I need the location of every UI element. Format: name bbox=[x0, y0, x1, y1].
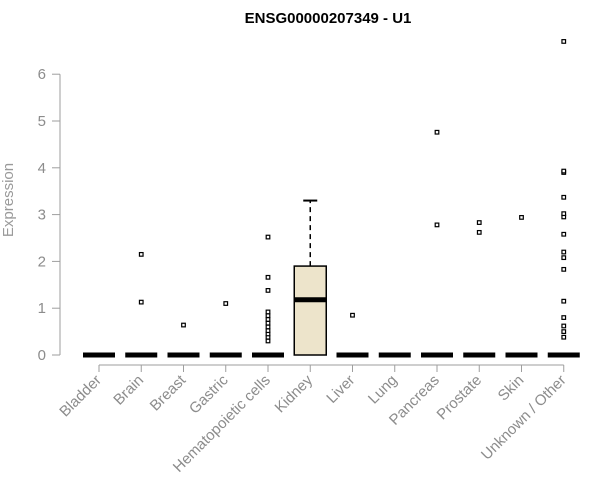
box-unknown-other bbox=[547, 39, 580, 358]
box-body bbox=[293, 265, 327, 356]
outlier-point bbox=[561, 315, 567, 320]
outlier-point bbox=[265, 288, 271, 293]
outlier-point bbox=[561, 323, 567, 329]
outlier-point bbox=[561, 255, 567, 261]
box-kidney bbox=[293, 199, 327, 356]
outlier-point bbox=[434, 222, 440, 228]
box-liver bbox=[336, 312, 369, 358]
y-tick-label: 1 bbox=[38, 300, 46, 317]
chart-title: ENSG00000207349 - U1 bbox=[245, 10, 412, 27]
y-tick-label: 5 bbox=[38, 113, 46, 130]
box-brain bbox=[125, 251, 158, 358]
outlier-point bbox=[476, 220, 482, 225]
box-gastric bbox=[209, 301, 242, 358]
outlier-point bbox=[181, 322, 186, 328]
y-tick-label: 6 bbox=[38, 66, 46, 83]
y-tick-label: 4 bbox=[38, 160, 46, 177]
y-axis-label: Expression bbox=[0, 163, 17, 237]
outlier-point bbox=[561, 168, 567, 174]
outlier-point bbox=[561, 334, 567, 340]
outlier-point bbox=[265, 274, 271, 280]
box-pancreas bbox=[421, 129, 453, 358]
outlier-point bbox=[265, 313, 271, 319]
x-tick-label: Prostate bbox=[434, 372, 486, 424]
y-tick-label: 2 bbox=[38, 253, 46, 270]
x-tick-label: Liver bbox=[323, 372, 358, 407]
outlier-point bbox=[265, 324, 271, 330]
outlier-point bbox=[265, 328, 271, 334]
box-hematopoietic-cells bbox=[252, 234, 284, 358]
outlier-point bbox=[561, 266, 567, 272]
outlier-point bbox=[265, 309, 271, 315]
boxes-layer bbox=[83, 39, 580, 358]
outlier-point bbox=[265, 338, 271, 344]
outlier-point bbox=[561, 194, 567, 200]
x-tick-label: Lung bbox=[365, 372, 401, 408]
x-tick-label: Breast bbox=[147, 371, 190, 414]
outlier-point bbox=[223, 301, 229, 306]
y-tick-label: 0 bbox=[38, 347, 46, 364]
x-tick-label: Bladder bbox=[56, 372, 105, 421]
outlier-point bbox=[561, 39, 567, 44]
outlier-point bbox=[138, 251, 144, 257]
y-axis: 0 1 2 3 4 5 6 bbox=[38, 66, 61, 364]
outlier-point bbox=[138, 299, 144, 305]
outlier-point bbox=[476, 229, 482, 235]
outlier-point bbox=[561, 329, 567, 334]
x-tick-label: Brain bbox=[110, 372, 147, 409]
x-tick-label: Skin bbox=[495, 372, 528, 405]
box-breast bbox=[167, 322, 200, 358]
outlier-point bbox=[350, 312, 355, 318]
outlier-point bbox=[265, 317, 271, 322]
outlier-point bbox=[561, 211, 567, 217]
x-tick-label: Kidney bbox=[272, 371, 317, 416]
box-skin bbox=[505, 215, 538, 358]
outlier-point bbox=[519, 215, 524, 220]
outlier-point bbox=[561, 298, 567, 304]
outlier-point bbox=[561, 249, 567, 255]
outlier-point bbox=[265, 234, 271, 240]
outlier-point bbox=[265, 320, 271, 326]
outlier-point bbox=[434, 129, 440, 135]
y-tick-label: 3 bbox=[38, 207, 46, 224]
box-prostate bbox=[463, 220, 496, 358]
outlier-point bbox=[561, 231, 567, 237]
